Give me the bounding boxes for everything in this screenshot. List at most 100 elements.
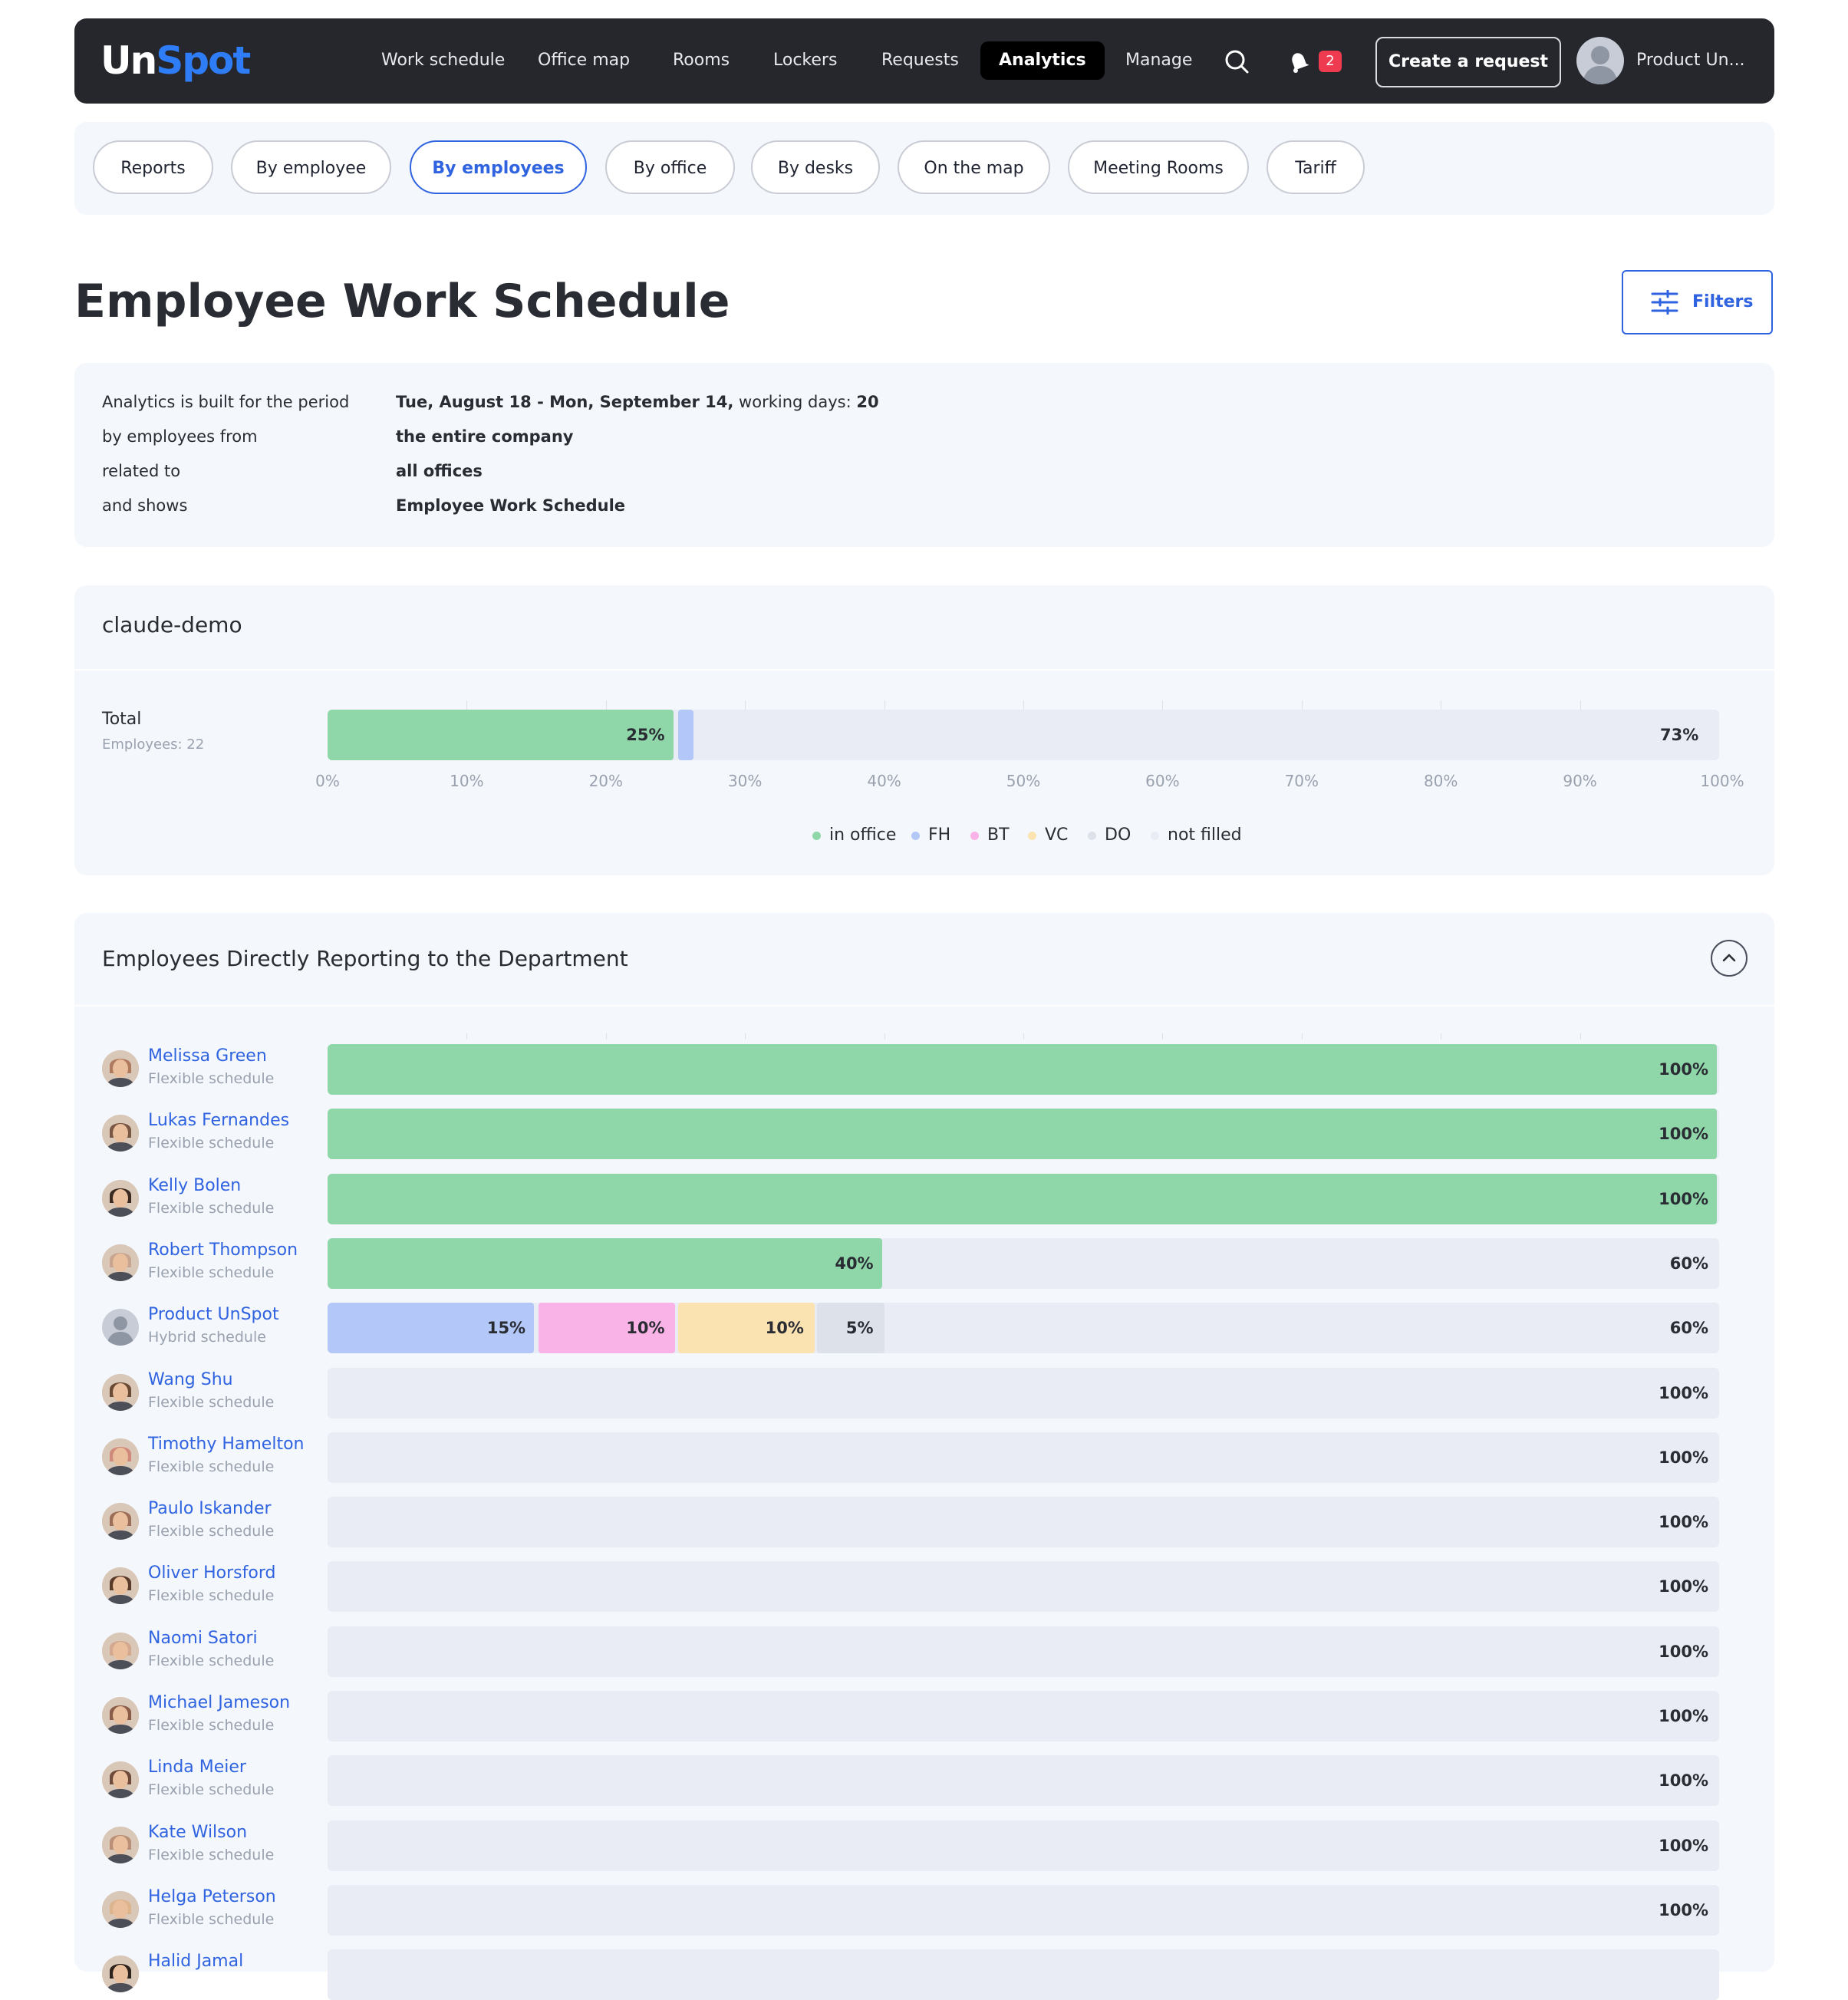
related-value: all offices: [396, 462, 483, 480]
legend-label: not filled: [1168, 825, 1242, 845]
employee-name-link[interactable]: Robert Thompson: [148, 1241, 298, 1260]
x-tick-label: 70%: [1284, 772, 1319, 790]
employee-name-link[interactable]: Kelly Bolen: [148, 1176, 242, 1195]
employee-avatar[interactable]: [102, 1761, 139, 1798]
employee-name-link[interactable]: Timothy Hamelton: [148, 1435, 305, 1454]
tab-reports[interactable]: Reports: [93, 140, 213, 194]
legend-dot: [1028, 831, 1036, 840]
bar-value-label: 100%: [1659, 1060, 1708, 1079]
tab-tariff[interactable]: Tariff: [1267, 140, 1365, 194]
tab-by-office[interactable]: By office: [605, 140, 735, 194]
user-avatar[interactable]: [1576, 37, 1624, 84]
employee-schedule: Flexible schedule: [148, 1458, 275, 1475]
total-employees-count: Employees: 22: [102, 736, 205, 753]
employee-name-link[interactable]: Halid Jamal: [148, 1952, 244, 1971]
legend-item-not-filled: not filled: [1151, 824, 1242, 847]
bar-value-label: 100%: [1659, 1707, 1708, 1725]
bar-value-label: 15%: [486, 1319, 526, 1337]
tab-meeting-rooms[interactable]: Meeting Rooms: [1068, 140, 1249, 194]
employee-avatar[interactable]: [102, 1697, 139, 1734]
employee-schedule: Flexible schedule: [148, 1070, 275, 1087]
x-tick-label: 90%: [1563, 772, 1597, 790]
gridline: [466, 1033, 468, 1040]
legend-label: VC: [1045, 825, 1069, 845]
nav-item-work-schedule[interactable]: Work schedule: [381, 51, 506, 70]
employee-name-link[interactable]: Kate Wilson: [148, 1823, 248, 1842]
collapse-section-button[interactable]: [1711, 940, 1748, 977]
employee-avatar[interactable]: [102, 1244, 139, 1281]
bar-segment-bt: [539, 1303, 676, 1353]
filters-button[interactable]: Filters: [1622, 270, 1773, 334]
x-tick-label: 50%: [1006, 772, 1041, 790]
bar-value-label: 60%: [1669, 1319, 1708, 1337]
bar-value-label: 100%: [1659, 1190, 1708, 1208]
nav-item-analytics[interactable]: Analytics: [980, 41, 1105, 80]
employee-name-link[interactable]: Wang Shu: [148, 1370, 233, 1389]
employee-bar: 100%: [328, 1626, 1719, 1677]
nav-item-lockers[interactable]: Lockers: [773, 51, 838, 70]
tab-on-the-map[interactable]: On the map: [898, 140, 1050, 194]
x-tick-label: 20%: [588, 772, 624, 790]
bar-segment-in-office: [328, 710, 674, 760]
employee-name-link[interactable]: Melissa Green: [148, 1046, 267, 1066]
employee-name-link[interactable]: Naomi Satori: [148, 1629, 258, 1648]
gridline: [466, 700, 468, 710]
tab-by-desks[interactable]: By desks: [751, 140, 880, 194]
unspot-logo[interactable]: UnSpot: [100, 34, 251, 87]
legend-dot: [911, 831, 920, 840]
employee-avatar[interactable]: [102, 1633, 139, 1669]
employee-avatar[interactable]: [102, 1115, 139, 1152]
employee-avatar[interactable]: [102, 1309, 139, 1346]
tab-by-employees[interactable]: By employees: [410, 140, 587, 194]
employee-name-link[interactable]: Michael Jameson: [148, 1693, 291, 1712]
logo-text-spot: Spot: [156, 38, 251, 83]
legend-dot: [1088, 831, 1096, 840]
nav-item-manage[interactable]: Manage: [1125, 51, 1193, 70]
employee-avatar[interactable]: [102, 1956, 139, 1992]
employee-bar: 100%: [328, 1820, 1719, 1871]
employee-schedule: Flexible schedule: [148, 1781, 275, 1798]
search-icon[interactable]: [1223, 48, 1250, 78]
bar-segment-in-office: [328, 1174, 1717, 1224]
summary-card-title: claude-demo: [102, 612, 242, 638]
bar-value-label: 40%: [835, 1254, 874, 1273]
employee-avatar[interactable]: [102, 1180, 139, 1217]
employee-avatar[interactable]: [102, 1567, 139, 1604]
notification-bell-icon[interactable]: [1286, 49, 1311, 77]
legend-dot: [812, 831, 821, 840]
employee-name-link[interactable]: Linda Meier: [148, 1758, 246, 1777]
nav-item-office-map[interactable]: Office map: [538, 51, 631, 70]
nav-item-requests[interactable]: Requests: [881, 51, 959, 70]
employee-avatar[interactable]: [102, 1050, 139, 1087]
legend-label: in office: [829, 825, 897, 845]
employee-name-link[interactable]: Paulo Iskander: [148, 1499, 272, 1518]
employee-avatar[interactable]: [102, 1374, 139, 1411]
create-request-button[interactable]: Create a request: [1375, 37, 1561, 87]
bar-value-label: 5%: [845, 1319, 874, 1337]
employee-name-link[interactable]: Oliver Horsford: [148, 1563, 276, 1583]
gridline: [1580, 1033, 1581, 1040]
bar-segment-vc: [677, 1303, 815, 1353]
nav-item-rooms[interactable]: Rooms: [673, 51, 730, 70]
bar-segment-fh: [328, 1303, 535, 1353]
employee-avatar[interactable]: [102, 1503, 139, 1540]
info-related-label: related to: [102, 462, 181, 480]
legend-item-fh: FH: [911, 824, 950, 847]
analytics-info-panel: Analytics is built for the period Tue, A…: [74, 363, 1774, 547]
employee-name-link[interactable]: Lukas Fernandes: [148, 1111, 290, 1130]
employee-name-link[interactable]: Product UnSpot: [148, 1305, 279, 1324]
x-tick-label: 10%: [450, 772, 484, 790]
department-divider: [74, 1005, 1774, 1007]
user-name[interactable]: Product Un...: [1636, 51, 1745, 70]
employee-schedule: Hybrid schedule: [148, 1329, 266, 1346]
bar-value-label: 100%: [1659, 1771, 1708, 1790]
x-tick-label: 60%: [1145, 772, 1180, 790]
tab-by-employee[interactable]: By employee: [231, 140, 391, 194]
employee-schedule: Flexible schedule: [148, 1200, 275, 1217]
employee-avatar[interactable]: [102, 1827, 139, 1863]
x-tick-label: 30%: [727, 772, 763, 790]
bar-value-label: 100%: [1659, 1901, 1708, 1919]
employee-name-link[interactable]: Helga Peterson: [148, 1887, 276, 1906]
employee-avatar[interactable]: [102, 1438, 139, 1475]
employee-avatar[interactable]: [102, 1891, 139, 1928]
